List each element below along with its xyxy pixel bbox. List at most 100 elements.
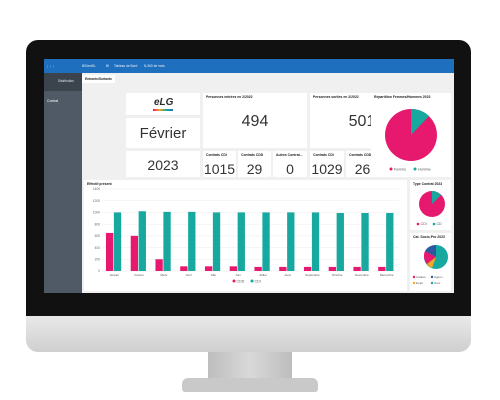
- gender-legend-homme-dot: [413, 167, 417, 171]
- contract-out-cdd-value: 26: [354, 161, 371, 177]
- csp-pie-slice-agent[interactable]: [425, 244, 436, 257]
- contract-out-cdi-label: Contrats CDI: [313, 153, 334, 157]
- monitor-stand-base: [182, 378, 318, 392]
- bar-cdd[interactable]: [378, 266, 386, 271]
- month-value: Février: [139, 125, 187, 142]
- bar-cdi[interactable]: [386, 213, 394, 271]
- contract-legend-cdi: CDI: [421, 222, 427, 226]
- bar-cdi[interactable]: [237, 212, 245, 271]
- csp-legend-cadres-dot: [412, 275, 416, 279]
- y-tick-label: 0: [98, 269, 100, 273]
- gender-legend-femme: Femme: [394, 167, 406, 171]
- contract-in-other-value: 0: [286, 161, 294, 177]
- contract-in-cdi-label: Contrats CDI: [206, 153, 227, 157]
- menu-tabs: Distribution Entrants/Sortants: [44, 73, 454, 91]
- y-tick-label: 600: [95, 234, 101, 238]
- gender-pie-slice-homme[interactable]: [411, 108, 429, 135]
- csp-legend-empl: Empl: [416, 281, 423, 285]
- x-tick-label: Février: [134, 273, 143, 277]
- contract-pie-svg: CDI CD: [416, 191, 445, 226]
- csp-pie-slice-ouvr[interactable]: [427, 257, 436, 268]
- bar-cdd[interactable]: [105, 232, 114, 271]
- x-tick-label: Mai: [211, 273, 216, 277]
- contract-legend-cd: CD: [437, 222, 443, 226]
- bar-cdd[interactable]: [155, 259, 163, 271]
- effectif-chart-title: Effectif présent: [87, 182, 112, 186]
- bar-cdi[interactable]: [361, 213, 369, 271]
- x-tick-label: Janvier: [110, 273, 120, 277]
- csp-legend-ouvr-dot: [430, 281, 434, 285]
- contract-in-other-card: Autres Contrat... 0: [273, 151, 307, 177]
- gender-legend-homme: Homme: [418, 167, 431, 171]
- effectif-bar-chart: 1400 1200 1000 800 600 400 200 0 Janvier Février M…: [93, 187, 399, 283]
- y-tick-label: 1400: [93, 187, 100, 191]
- bar-cdi[interactable]: [311, 212, 320, 271]
- left-nav-header: [44, 73, 82, 91]
- legend-dot-cdd: [232, 279, 236, 283]
- y-tick-label: 200: [95, 257, 101, 261]
- legend-label-cdi: CDI: [255, 279, 261, 283]
- csp-pie-card: Cat. Socio-Pro 2023 Cadres Agent... Empl…: [410, 233, 451, 291]
- csp-pie-slice-empl[interactable]: [423, 251, 436, 264]
- entries-value: 494: [241, 113, 269, 130]
- tab-entrants-sortants[interactable]: Entrants/Sortants: [82, 75, 115, 83]
- csp-pie-svg: Cadres Agent... Empl Ouvr: [412, 244, 448, 285]
- y-tick-label: 1000: [93, 211, 100, 215]
- contract-pie-title: Type Contrat 2023: [413, 182, 443, 186]
- bar-cdi[interactable]: [336, 213, 344, 271]
- company-logo: eLG: [154, 97, 174, 108]
- gender-pie-card: Répartition Femmes/Hommes 2023 Femme Hom…: [371, 93, 451, 177]
- bar-cdd[interactable]: [328, 266, 337, 271]
- year-card: 2023: [126, 151, 200, 177]
- legend-label-cdd: CDD: [237, 279, 245, 283]
- exits-label: Personnes sorties en 2/2022: [313, 95, 359, 99]
- csp-pie-title: Cat. Socio-Pro 2023: [413, 235, 445, 239]
- bar-cdd[interactable]: [254, 266, 262, 271]
- exits-value: 501: [348, 113, 376, 130]
- bar-cdi[interactable]: [262, 212, 270, 271]
- y-tick-label: 800: [95, 222, 101, 226]
- left-nav-item-contrat[interactable]: Contrat: [47, 99, 59, 103]
- contract-pie-slice-cd[interactable]: [432, 191, 441, 204]
- x-tick-label: Juin: [235, 273, 241, 277]
- x-tick-label: Avril: [186, 273, 192, 277]
- contract-in-cdd-label: Contrats CDD: [241, 153, 264, 157]
- contract-out-cdd-label: Contrats CDD: [349, 153, 372, 157]
- bar-cdd[interactable]: [279, 266, 287, 271]
- bar-cdd[interactable]: [204, 266, 213, 271]
- tab-distribution[interactable]: Distribution: [58, 79, 74, 83]
- app-title[interactable]: BIGestSL: [82, 64, 96, 68]
- app-grid-icon[interactable]: ⋮⋮⋮: [46, 64, 56, 68]
- left-nav-panel: Contrat: [44, 73, 82, 293]
- monitor-stand-neck: [208, 352, 292, 380]
- x-tick-label: Mars: [161, 273, 168, 277]
- bar-cdd[interactable]: [353, 266, 361, 271]
- bar-cdi[interactable]: [138, 211, 146, 271]
- bar-cdd[interactable]: [130, 235, 139, 271]
- y-tick-label: 1200: [93, 199, 100, 203]
- bar-cdi[interactable]: [212, 212, 221, 271]
- bar-cdi[interactable]: [113, 212, 122, 271]
- bar-cdi[interactable]: [287, 212, 295, 271]
- breadcrumb-2[interactable]: Tableau de Bord: [114, 64, 138, 68]
- contract-out-cdi-card: Contrats CDI 1029: [310, 151, 344, 177]
- x-tick-label: Juillet: [259, 273, 267, 277]
- bar-cdi[interactable]: [163, 211, 171, 271]
- csp-legend-cadres: Cadres: [416, 275, 426, 279]
- csp-legend-agent-dot: [430, 275, 434, 279]
- bar-cdd[interactable]: [229, 266, 238, 271]
- bar-cdi[interactable]: [188, 211, 196, 271]
- bar-cdd[interactable]: [303, 266, 312, 271]
- x-tick-label: Septembre: [305, 273, 320, 277]
- dashboard-screen: ⋮⋮⋮ BIGestSL BI Tableau de Bord N-360 de…: [44, 59, 454, 293]
- year-value: 2023: [147, 157, 179, 173]
- bar-cdd[interactable]: [180, 266, 188, 271]
- y-tick-label: 400: [95, 246, 101, 250]
- contract-legend-cd-dot: [432, 222, 436, 226]
- effectif-chart-card: Effectif présent 1400 1200 1000 800 600 400 20…: [84, 180, 407, 291]
- breadcrumb-3[interactable]: N-360 de mois: [144, 64, 165, 68]
- csp-legend-ouvr: Ouvr: [434, 281, 441, 285]
- logo-stripe: [153, 109, 173, 111]
- breadcrumb-1[interactable]: BI: [106, 64, 110, 68]
- monitor-chin: [26, 316, 471, 352]
